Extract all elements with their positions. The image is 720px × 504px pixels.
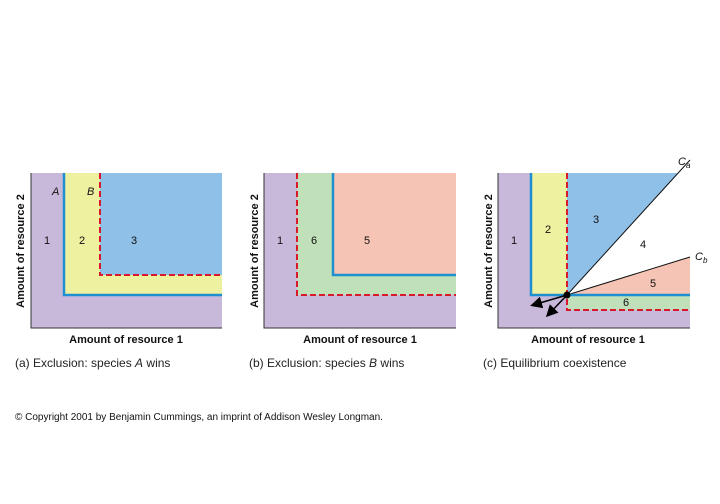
panel-a-y-axis-label: Amount of resource 2 — [15, 194, 27, 308]
panel-c-region-1-label: 1 — [511, 235, 517, 247]
panel-c-equilibrium-point — [563, 291, 571, 299]
panel-b-isocline-a — [331, 173, 456, 277]
panel-b-x-axis-label: Amount of resource 1 — [303, 334, 417, 346]
panel-c-isocline-b — [566, 173, 690, 311]
panel-a-axes — [30, 173, 222, 329]
panel-c-region-2 — [531, 173, 567, 295]
panel-c-region-2-label: 2 — [545, 224, 551, 236]
panel-c-region-3-label: 3 — [593, 214, 599, 226]
panel-c-line-label-ca: Ca — [678, 156, 691, 170]
panel-b-isocline-b — [296, 173, 456, 296]
panel-b: 1 6 5 Amount of resource 1 Amount of res… — [249, 173, 456, 346]
panel-a-region-1-label: 1 — [44, 235, 50, 247]
panel-c-axes — [497, 173, 690, 329]
panel-b-region-5-label: 5 — [364, 235, 370, 247]
panel-c-caption: (c) Equilibrium coexistence — [483, 356, 627, 370]
panel-a-isocline-a — [62, 173, 222, 297]
panel-a-region-3 — [100, 173, 222, 275]
panel-b-axes — [263, 173, 456, 329]
panel-a-x-axis-label: Amount of resource 1 — [69, 334, 183, 346]
panel-c-y-axis-label: Amount of resource 2 — [483, 194, 495, 308]
panel-c-region-5-label: 5 — [650, 278, 656, 290]
panel-b-region-6-label: 6 — [311, 235, 317, 247]
copyright-notice: © Copyright 2001 by Benjamin Cummings, a… — [15, 412, 383, 423]
panel-a-isocline-b — [99, 173, 222, 276]
panel-a: A B 1 2 3 Amount of resource 1 Amount of… — [15, 173, 222, 346]
panel-a-caption: (a) Exclusion: species A wins — [15, 356, 171, 370]
panel-c-x-axis-label: Amount of resource 1 — [531, 334, 645, 346]
panel-c-region-6 — [567, 295, 690, 310]
panel-b-region-1-label: 1 — [277, 235, 283, 247]
panel-b-caption: (b) Exclusion: species B wins — [249, 356, 405, 370]
panel-a-region-3-label: 3 — [131, 235, 137, 247]
panel-a-species-b-label: B — [87, 186, 94, 198]
panel-c-line-label-cb: Cb — [695, 251, 708, 265]
panel-c-region-6-label: 6 — [623, 297, 629, 309]
panel-c-consumption-vector-b — [545, 294, 568, 318]
panel-a-species-a-label: A — [51, 186, 59, 198]
panel-a-region-2-label: 2 — [79, 235, 85, 247]
panel-c-consumption-vector-a — [530, 294, 568, 309]
panel-c: 1 2 3 4 5 6 Ca Cb Amount of resource 1 A… — [483, 156, 708, 346]
panel-c-supply-line-ca — [566, 159, 691, 296]
panel-b-y-axis-label: Amount of resource 2 — [249, 194, 261, 308]
panel-c-region-4-label: 4 — [640, 239, 646, 251]
panel-c-isocline-a — [529, 173, 690, 297]
panel-c-supply-line-cb — [566, 256, 691, 296]
panel-b-region-5 — [333, 173, 456, 275]
